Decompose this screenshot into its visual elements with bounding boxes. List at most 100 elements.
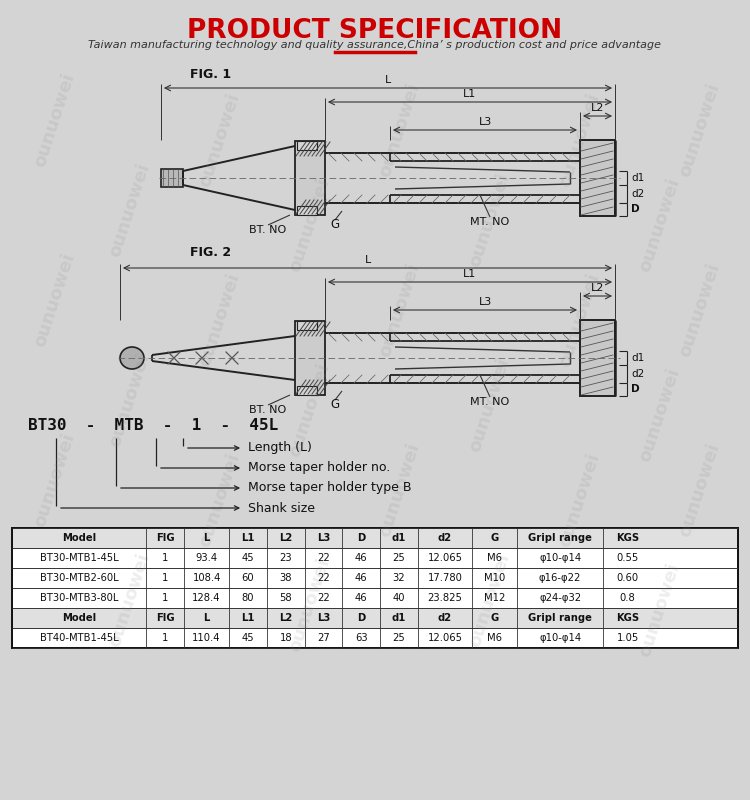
Text: D: D bbox=[631, 385, 640, 394]
Text: L3: L3 bbox=[316, 533, 330, 543]
Text: 0.8: 0.8 bbox=[620, 593, 635, 603]
Bar bbox=[12, 568, 738, 588]
Text: ounuowei: ounuowei bbox=[636, 176, 684, 274]
Text: ounuowei: ounuowei bbox=[32, 70, 79, 170]
Text: d1: d1 bbox=[631, 173, 644, 183]
Text: L: L bbox=[203, 533, 210, 543]
Text: 1: 1 bbox=[162, 593, 168, 603]
Text: ounuowei: ounuowei bbox=[106, 550, 154, 650]
Text: 46: 46 bbox=[355, 573, 368, 583]
Text: 25: 25 bbox=[392, 633, 405, 643]
Text: Gripl range: Gripl range bbox=[528, 613, 592, 623]
Bar bbox=[12, 528, 738, 648]
Text: φ16-φ22: φ16-φ22 bbox=[539, 573, 581, 583]
Text: ounuowei: ounuowei bbox=[196, 90, 244, 190]
Text: BT40-MTB1-45L: BT40-MTB1-45L bbox=[40, 633, 119, 643]
Text: 12.065: 12.065 bbox=[427, 633, 463, 643]
Text: L3: L3 bbox=[478, 117, 492, 127]
Text: KGS: KGS bbox=[616, 613, 639, 623]
Text: d1: d1 bbox=[631, 353, 644, 363]
Text: BT30-MTB1-45L: BT30-MTB1-45L bbox=[40, 553, 119, 563]
Text: ounuowei: ounuowei bbox=[466, 356, 514, 454]
Text: 25: 25 bbox=[392, 553, 405, 563]
Text: 1.05: 1.05 bbox=[616, 633, 639, 643]
Text: 1: 1 bbox=[162, 553, 168, 563]
Text: d1: d1 bbox=[392, 613, 406, 623]
Text: ounuowei: ounuowei bbox=[556, 450, 604, 550]
Text: d2: d2 bbox=[631, 369, 644, 379]
Text: D: D bbox=[357, 533, 365, 543]
Text: L2: L2 bbox=[591, 283, 604, 293]
Text: M6: M6 bbox=[488, 633, 502, 643]
Bar bbox=[161, 169, 183, 187]
Text: MT. NO: MT. NO bbox=[470, 217, 510, 227]
Ellipse shape bbox=[120, 347, 144, 369]
Text: 1: 1 bbox=[162, 573, 168, 583]
Text: ounuowei: ounuowei bbox=[286, 556, 334, 654]
Bar bbox=[12, 528, 738, 548]
Text: ounuowei: ounuowei bbox=[32, 430, 79, 530]
Text: 46: 46 bbox=[355, 593, 368, 603]
Text: FIG. 1: FIG. 1 bbox=[190, 68, 231, 81]
Text: 80: 80 bbox=[242, 593, 254, 603]
Text: Shank size: Shank size bbox=[248, 502, 315, 514]
Bar bbox=[12, 548, 738, 568]
Bar bbox=[297, 206, 317, 215]
Text: Morse taper holder no.: Morse taper holder no. bbox=[248, 462, 390, 474]
Text: L2: L2 bbox=[279, 533, 292, 543]
Text: d1: d1 bbox=[392, 533, 406, 543]
Text: BT30-MTB3-80L: BT30-MTB3-80L bbox=[40, 593, 119, 603]
Text: L: L bbox=[364, 255, 370, 265]
Text: D: D bbox=[631, 205, 640, 214]
Text: 22: 22 bbox=[317, 593, 330, 603]
Text: L3: L3 bbox=[478, 297, 492, 307]
Text: 23.825: 23.825 bbox=[427, 593, 463, 603]
Text: Model: Model bbox=[62, 533, 96, 543]
Text: ounuowei: ounuowei bbox=[636, 366, 684, 464]
Text: ounuowei: ounuowei bbox=[466, 550, 514, 650]
Text: ounuowei: ounuowei bbox=[376, 81, 424, 179]
Text: 40: 40 bbox=[393, 593, 405, 603]
Text: 128.4: 128.4 bbox=[192, 593, 220, 603]
Text: G: G bbox=[331, 218, 340, 231]
Text: 38: 38 bbox=[280, 573, 292, 583]
Text: L: L bbox=[385, 75, 392, 85]
Text: d2: d2 bbox=[631, 189, 644, 199]
Text: BT30-MTB2-60L: BT30-MTB2-60L bbox=[40, 573, 119, 583]
Text: 46: 46 bbox=[355, 553, 368, 563]
Text: L1: L1 bbox=[242, 613, 255, 623]
Text: Taiwan manufacturing technology and quality assurance,China’ s production cost a: Taiwan manufacturing technology and qual… bbox=[88, 40, 662, 50]
Text: 23: 23 bbox=[280, 553, 292, 563]
Text: KGS: KGS bbox=[616, 533, 639, 543]
Bar bbox=[12, 628, 738, 648]
Text: ounuowei: ounuowei bbox=[376, 441, 424, 539]
Text: G: G bbox=[490, 613, 499, 623]
Text: ounuowei: ounuowei bbox=[106, 350, 154, 450]
Text: FIG. 2: FIG. 2 bbox=[190, 246, 231, 259]
Text: d2: d2 bbox=[438, 533, 452, 543]
Text: 32: 32 bbox=[393, 573, 405, 583]
Text: L1: L1 bbox=[464, 269, 477, 279]
Text: G: G bbox=[490, 533, 499, 543]
Text: 110.4: 110.4 bbox=[192, 633, 220, 643]
Text: BT30  -  MTB  -  1  -  45L: BT30 - MTB - 1 - 45L bbox=[28, 418, 278, 433]
Text: Morse taper holder type B: Morse taper holder type B bbox=[248, 482, 412, 494]
Text: ounuowei: ounuowei bbox=[376, 261, 424, 359]
Text: 27: 27 bbox=[317, 633, 330, 643]
Text: ounuowei: ounuowei bbox=[196, 450, 244, 550]
Text: ounuowei: ounuowei bbox=[676, 441, 724, 539]
Text: Model: Model bbox=[62, 613, 96, 623]
Text: M6: M6 bbox=[488, 553, 502, 563]
Text: 22: 22 bbox=[317, 573, 330, 583]
Bar bbox=[295, 321, 325, 395]
Text: G: G bbox=[331, 398, 340, 411]
Text: φ24-φ32: φ24-φ32 bbox=[539, 593, 581, 603]
Text: φ10-φ14: φ10-φ14 bbox=[539, 553, 581, 563]
Text: ounuowei: ounuowei bbox=[676, 261, 724, 359]
Bar bbox=[12, 588, 738, 608]
Text: 17.780: 17.780 bbox=[427, 573, 463, 583]
Text: 1: 1 bbox=[162, 633, 168, 643]
Text: 108.4: 108.4 bbox=[193, 573, 220, 583]
Text: L2: L2 bbox=[591, 103, 604, 113]
Text: BT. NO: BT. NO bbox=[249, 405, 286, 415]
